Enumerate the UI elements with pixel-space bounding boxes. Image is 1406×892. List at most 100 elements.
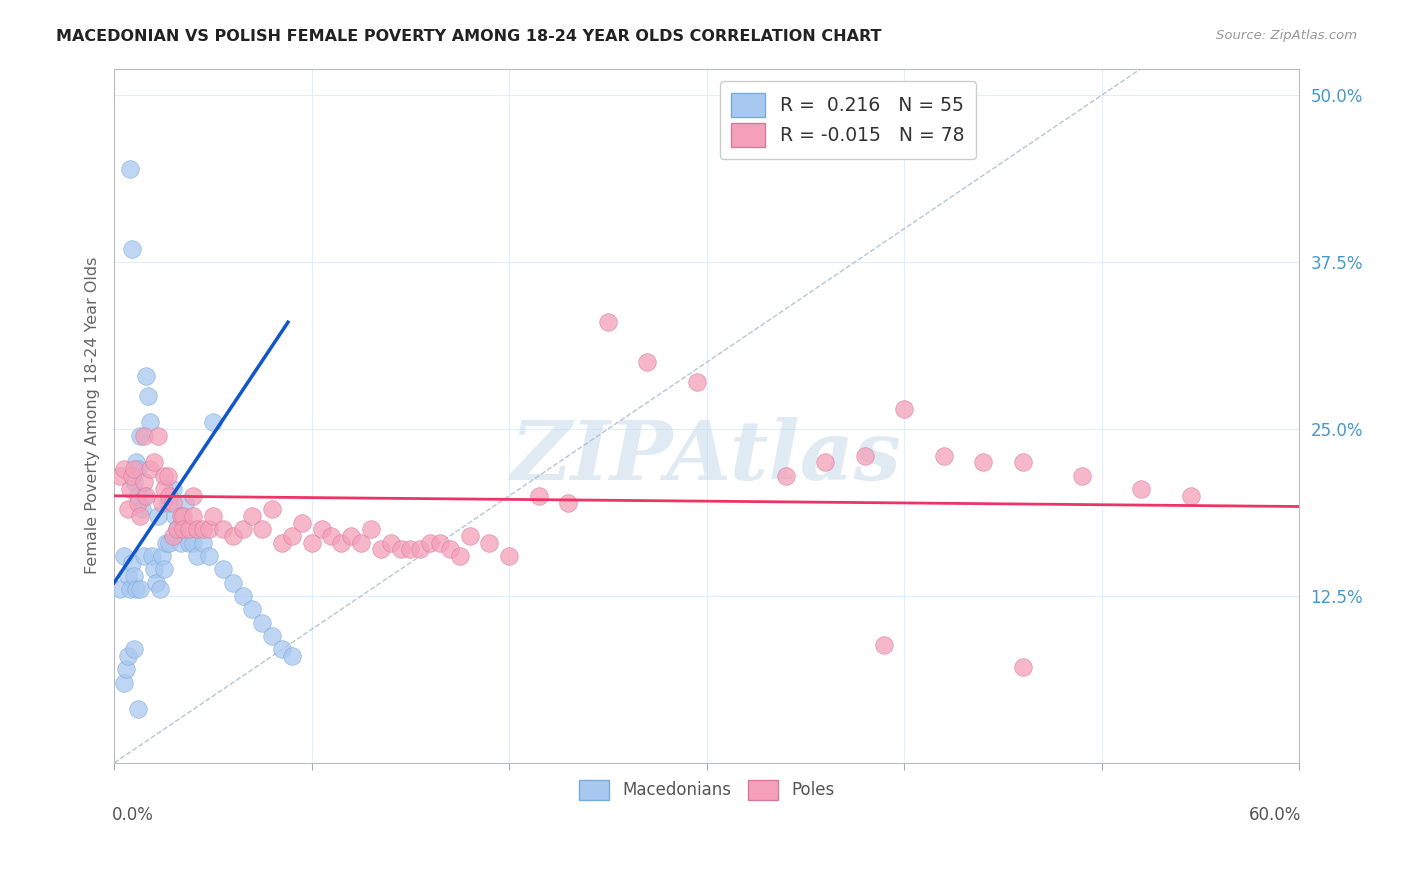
Point — [198, 522, 221, 536]
Point — [853, 449, 876, 463]
Point — [340, 529, 363, 543]
Point — [211, 522, 233, 536]
Point — [127, 495, 149, 509]
Point — [162, 495, 184, 509]
Point — [170, 535, 193, 549]
Point — [117, 502, 139, 516]
Point — [181, 535, 204, 549]
Point — [198, 549, 221, 563]
Point — [108, 582, 131, 597]
Point — [132, 475, 155, 490]
Point — [735, 142, 758, 156]
Point — [242, 508, 264, 523]
Point — [686, 376, 709, 390]
Point — [186, 549, 208, 563]
Point — [108, 468, 131, 483]
Point — [596, 315, 619, 329]
Point — [118, 482, 141, 496]
Point — [449, 549, 471, 563]
Text: Source: ZipAtlas.com: Source: ZipAtlas.com — [1216, 29, 1357, 42]
Point — [132, 428, 155, 442]
Point — [152, 482, 174, 496]
Point — [166, 522, 188, 536]
Point — [221, 575, 243, 590]
Point — [121, 468, 143, 483]
Point — [131, 502, 153, 516]
Point — [172, 508, 194, 523]
Point — [380, 535, 402, 549]
Point — [281, 649, 304, 664]
Point — [191, 535, 214, 549]
Point — [127, 489, 149, 503]
Point — [252, 615, 274, 630]
Point — [211, 562, 233, 576]
Point — [142, 455, 165, 469]
Point — [291, 516, 314, 530]
Point — [122, 475, 145, 490]
Point — [498, 549, 520, 563]
Point — [138, 462, 160, 476]
Point — [146, 508, 169, 523]
Point — [128, 508, 150, 523]
Point — [136, 389, 159, 403]
Point — [429, 535, 451, 549]
Point — [1011, 455, 1033, 469]
Point — [262, 629, 284, 643]
Point — [1011, 659, 1033, 673]
Point — [132, 489, 155, 503]
Point — [242, 602, 264, 616]
Point — [932, 449, 955, 463]
Point — [1070, 468, 1092, 483]
Point — [122, 642, 145, 657]
Point — [141, 549, 163, 563]
Text: MACEDONIAN VS POLISH FEMALE POVERTY AMONG 18-24 YEAR OLDS CORRELATION CHART: MACEDONIAN VS POLISH FEMALE POVERTY AMON… — [56, 29, 882, 44]
Point — [221, 529, 243, 543]
Point — [1180, 489, 1202, 503]
Point — [179, 522, 201, 536]
Point — [115, 662, 138, 676]
Point — [117, 649, 139, 664]
Point — [128, 582, 150, 597]
Point — [118, 582, 141, 597]
Point — [201, 508, 224, 523]
Point — [775, 468, 797, 483]
Point — [125, 455, 148, 469]
Point — [311, 522, 333, 536]
Point — [149, 582, 172, 597]
Legend: Macedonians, Poles: Macedonians, Poles — [572, 773, 841, 806]
Point — [118, 161, 141, 176]
Point — [321, 529, 343, 543]
Point — [399, 542, 422, 557]
Point — [166, 522, 188, 536]
Point — [155, 535, 177, 549]
Point — [191, 522, 214, 536]
Point — [1130, 482, 1153, 496]
Point — [409, 542, 432, 557]
Point — [138, 416, 160, 430]
Point — [181, 489, 204, 503]
Point — [636, 355, 658, 369]
Point — [152, 468, 174, 483]
Point — [156, 495, 179, 509]
Point — [972, 455, 994, 469]
Point — [162, 529, 184, 543]
Point — [350, 535, 373, 549]
Point — [186, 522, 208, 536]
Point — [135, 368, 157, 383]
Point — [389, 542, 412, 557]
Point — [370, 542, 392, 557]
Point — [121, 556, 143, 570]
Point — [150, 495, 173, 509]
Point — [127, 702, 149, 716]
Point — [162, 482, 184, 496]
Point — [281, 529, 304, 543]
Point — [174, 495, 197, 509]
Point — [439, 542, 461, 557]
Point — [112, 675, 135, 690]
Point — [125, 582, 148, 597]
Point — [132, 549, 155, 563]
Point — [252, 522, 274, 536]
Point — [527, 489, 550, 503]
Point — [201, 416, 224, 430]
Point — [172, 522, 194, 536]
